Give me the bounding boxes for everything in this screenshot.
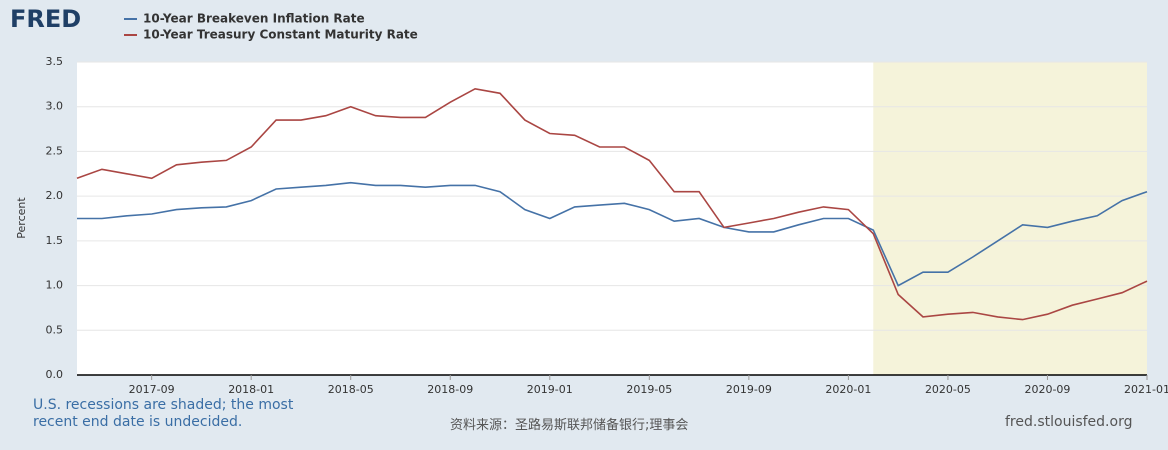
y-tick-label: 0.5	[46, 323, 64, 336]
x-tick-label: 2018-05	[328, 383, 374, 396]
recession-note: U.S. recessions are shaded; the most rec…	[33, 397, 294, 430]
y-tick-label: 3.0	[46, 100, 64, 113]
x-tick-label: 2019-09	[726, 383, 772, 396]
x-tick-label: 2020-05	[925, 383, 971, 396]
y-tick-label: 2.0	[46, 189, 64, 202]
source: 资料来源：圣路易斯联邦储备银行;理事会	[450, 418, 689, 433]
site: fred.stlouisfed.org	[1005, 414, 1133, 430]
recession-shading	[873, 62, 1147, 375]
x-tick-label: 2018-01	[228, 383, 274, 396]
legend-label: 10-Year Breakeven Inflation Rate	[143, 12, 365, 26]
x-tick-label: 2020-09	[1024, 383, 1070, 396]
y-tick-label: 1.5	[46, 234, 64, 247]
x-tick-label: 2021-01	[1124, 383, 1168, 396]
logo: FRED	[10, 5, 81, 33]
y-tick-label: 3.5	[46, 55, 64, 68]
y-tick-label: 1.0	[46, 279, 64, 292]
series-line	[76, 87, 1148, 321]
x-tick-label: 2018-09	[427, 383, 473, 396]
x-tick-label: 2019-05	[626, 383, 672, 396]
chart: FRED Percent 0.0 0.5 1.0 1.5 2.0 2.5 3.0 3.5 201…	[10, 5, 1168, 396]
series-line	[77, 181, 1148, 287]
y-axis-label: Percent	[15, 197, 28, 239]
y-tick-label: 2.5	[46, 144, 64, 157]
x-tick-label: 2019-01	[527, 383, 573, 396]
legend-label: 10-Year Treasury Constant Maturity Rate	[143, 28, 418, 42]
x-tick-label: 2020-01	[825, 383, 871, 396]
x-tick-label: 2017-09	[129, 383, 175, 396]
y-tick-label: 0.0	[46, 368, 64, 381]
